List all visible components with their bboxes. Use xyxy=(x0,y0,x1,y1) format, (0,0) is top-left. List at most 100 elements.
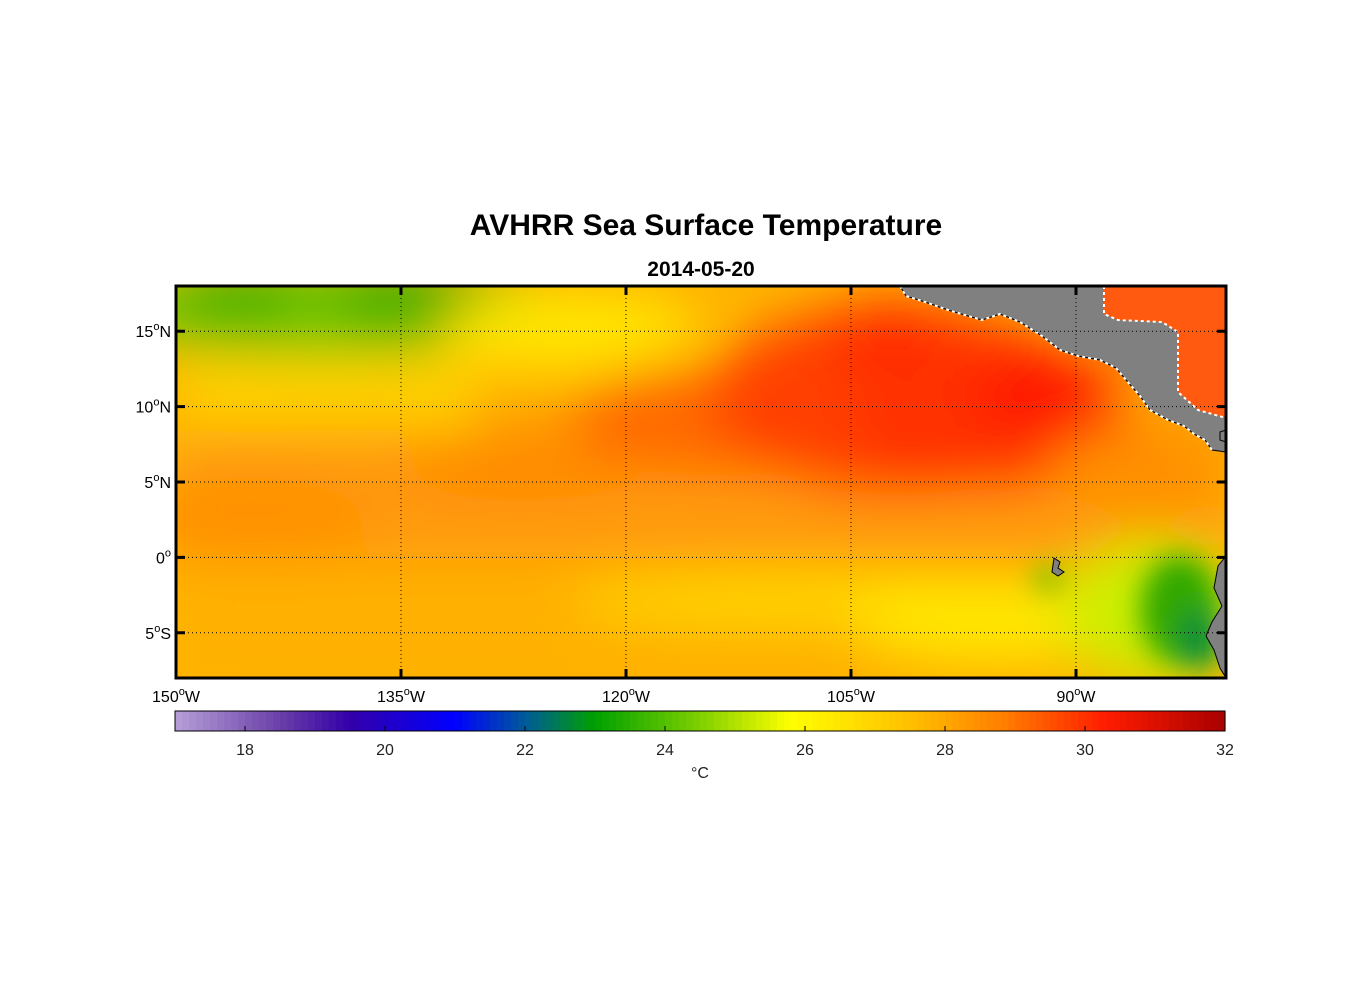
colorbar-swatch xyxy=(854,711,862,731)
lon-tick-label: 105oW xyxy=(827,686,876,706)
galapagos-island xyxy=(1051,557,1065,577)
colorbar-swatch xyxy=(581,711,589,731)
colorbar-swatch xyxy=(217,711,225,731)
colorbar-tick-label: 30 xyxy=(1076,742,1094,759)
lon-tick-label: 90oW xyxy=(1056,686,1096,706)
colorbar-swatch xyxy=(672,711,680,731)
colorbar-swatch xyxy=(651,711,659,731)
lon-tick-label: 150oW xyxy=(152,686,201,706)
colorbar-swatch xyxy=(182,711,190,731)
colorbar-swatch xyxy=(952,711,960,731)
colorbar-swatch xyxy=(175,711,183,731)
colorbar-swatch xyxy=(994,711,1002,731)
colorbar-swatch xyxy=(553,711,561,731)
colorbar-swatch xyxy=(959,711,967,731)
colorbar-swatch xyxy=(924,711,932,731)
colorbar-swatch xyxy=(1106,711,1114,731)
colorbar-swatch xyxy=(1085,711,1093,731)
colorbar-swatch xyxy=(847,711,855,731)
lon-tick-label: 135oW xyxy=(377,686,426,706)
colorbar-swatch xyxy=(504,711,512,731)
lat-tick-label: 15oN xyxy=(136,321,171,341)
colorbar-swatch xyxy=(931,711,939,731)
colorbar-swatch xyxy=(427,711,435,731)
colorbar-swatch xyxy=(1022,711,1030,731)
colorbar-swatch xyxy=(1162,711,1170,731)
colorbar-swatch xyxy=(875,711,883,731)
colorbar-swatch xyxy=(1113,711,1121,731)
colorbar-swatch xyxy=(1120,711,1128,731)
colorbar-swatch xyxy=(749,711,757,731)
colorbar-swatch xyxy=(987,711,995,731)
colorbar-swatch xyxy=(945,711,953,731)
colorbar-swatch xyxy=(700,711,708,731)
colorbar-tick-label: 24 xyxy=(656,742,674,759)
colorbar-swatch xyxy=(917,711,925,731)
colorbar-swatch xyxy=(266,711,274,731)
colorbar-swatch xyxy=(350,711,358,731)
colorbar-swatch xyxy=(1008,711,1016,731)
colorbar-swatch xyxy=(336,711,344,731)
colorbar-swatch xyxy=(189,711,197,731)
colorbar-swatch xyxy=(1190,711,1198,731)
colorbar-swatch xyxy=(357,711,365,731)
colorbar-swatch xyxy=(658,711,666,731)
colorbar-swatch xyxy=(1134,711,1142,731)
colorbar-swatch xyxy=(322,711,330,731)
colorbar-ticks: 18 20 22 24 26 28 30 32 xyxy=(236,726,1234,759)
colorbar-swatch xyxy=(1141,711,1149,731)
colorbar-swatch xyxy=(455,711,463,731)
colorbar-swatch xyxy=(798,711,806,731)
colorbar-swatch xyxy=(301,711,309,731)
colorbar-swatch xyxy=(378,711,386,731)
colorbar-swatch xyxy=(889,711,897,731)
colorbar-swatch xyxy=(756,711,764,731)
colorbar-unit-label: °C xyxy=(691,765,709,782)
colorbar-swatch xyxy=(567,711,575,731)
colorbar-swatch xyxy=(441,711,449,731)
colorbar-swatch xyxy=(910,711,918,731)
colorbar-swatch xyxy=(588,711,596,731)
colorbar-swatch xyxy=(511,711,519,731)
colorbar-swatch xyxy=(525,711,533,731)
colorbar-swatch xyxy=(364,711,372,731)
sst-field xyxy=(176,286,1226,678)
lat-tick-label: 5oS xyxy=(145,623,171,643)
colorbar-swatch xyxy=(252,711,260,731)
colorbar-swatch xyxy=(833,711,841,731)
colorbar-swatch xyxy=(462,711,470,731)
colorbar-swatch xyxy=(273,711,281,731)
colorbar-swatch xyxy=(812,711,820,731)
colorbar-tick-label: 32 xyxy=(1216,742,1234,759)
colorbar-swatch xyxy=(476,711,484,731)
lat-tick-label: 5oN xyxy=(144,472,171,492)
colorbar-swatch xyxy=(763,711,771,731)
colorbar-swatch xyxy=(1197,711,1205,731)
colorbar-tick-label: 22 xyxy=(516,742,534,759)
yucatan-coast xyxy=(1103,286,1226,419)
colorbar-swatch xyxy=(896,711,904,731)
colorbar-swatch xyxy=(686,711,694,731)
colorbar-swatch xyxy=(371,711,379,731)
colorbar-swatch xyxy=(532,711,540,731)
latitude-ticks: 15oN 10oN 5oN 0o 5oS xyxy=(136,321,1226,643)
colorbar-swatch xyxy=(868,711,876,731)
colorbar-swatch xyxy=(1001,711,1009,731)
colorbar-swatch xyxy=(399,711,407,731)
colorbar-swatch xyxy=(287,711,295,731)
colorbar-swatch xyxy=(637,711,645,731)
colorbar-tick-label: 28 xyxy=(936,742,954,759)
colorbar-swatch xyxy=(196,711,204,731)
lat-tick-label: 10oN xyxy=(136,397,171,417)
colorbar-swatch xyxy=(791,711,799,731)
colorbar-swatch xyxy=(329,711,337,731)
colorbar-swatch xyxy=(938,711,946,731)
colorbar-swatch xyxy=(819,711,827,731)
colorbar-swatch xyxy=(644,711,652,731)
chart-title: AVHRR Sea Surface Temperature xyxy=(470,209,942,242)
sst-blobs xyxy=(176,286,1226,678)
colorbar-tick-label: 26 xyxy=(796,742,814,759)
colorbar-swatch xyxy=(231,711,239,731)
colorbar-swatch xyxy=(665,711,673,731)
